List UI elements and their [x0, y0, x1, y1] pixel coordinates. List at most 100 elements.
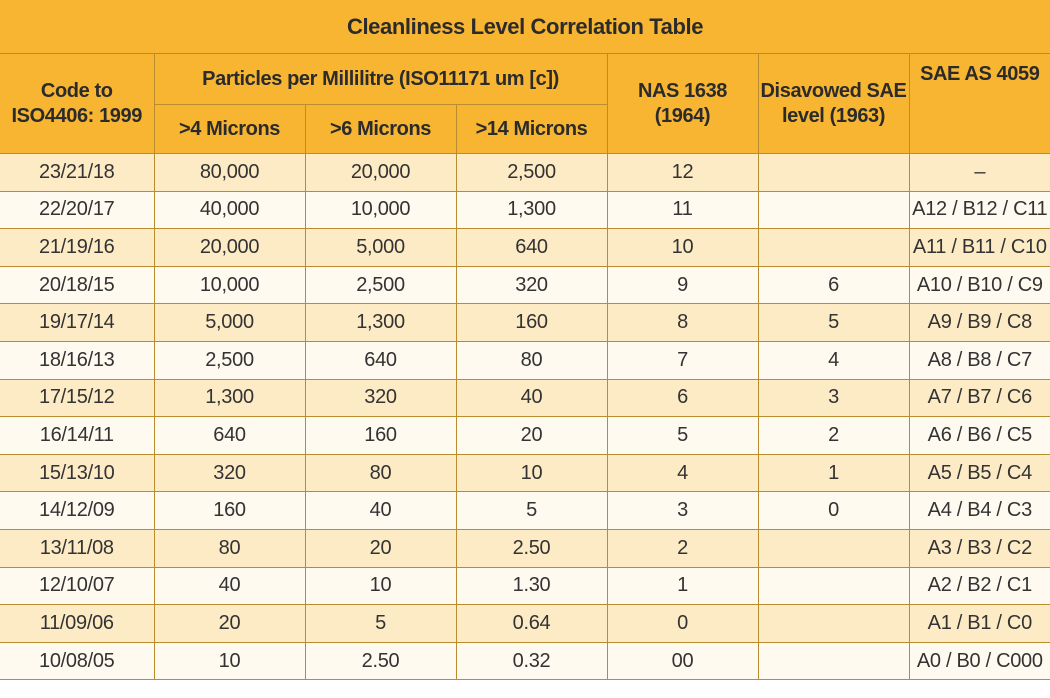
header-disavowed-sae: Disavowed SAE level (1963)	[757, 53, 910, 154]
microns-14-cell: 0.64	[455, 604, 608, 643]
table-row: 23/21/18 80,000 20,000 2,500 12 –	[0, 153, 1050, 192]
table-row: 16/14/11 640 160 20 5 2 A6 / B6 / C5	[0, 416, 1050, 455]
disavowed-sae-cell: 5	[757, 303, 910, 342]
disavowed-sae-cell: 2	[757, 416, 910, 455]
sae-as-4059-cell: A12 / B12 / C11	[908, 190, 1050, 230]
nas-1638-cell: 3	[606, 491, 759, 530]
iso-code-cell: 19/17/14	[0, 303, 155, 342]
microns-4-cell: 80,000	[153, 153, 306, 192]
microns-4-cell: 320	[153, 453, 306, 493]
microns-6-cell: 80	[304, 453, 457, 493]
nas-1638-cell: 9	[606, 265, 759, 305]
header-row-1: Code to ISO4406: 1999 Particles per Mill…	[0, 53, 1050, 154]
iso-code-cell: 12/10/07	[0, 566, 155, 606]
iso-code-cell: 18/16/13	[0, 340, 155, 380]
disavowed-sae-cell: 4	[757, 340, 910, 380]
header-row-2: >4 Microns >6 Microns >14 Microns	[0, 104, 1050, 154]
iso-code-cell: 17/15/12	[0, 378, 155, 418]
sae-as-4059-cell: –	[908, 153, 1050, 192]
nas-1638-cell: 00	[606, 641, 759, 681]
header-6-microns: >6 Microns	[304, 104, 457, 154]
sae-as-4059-cell: A5 / B5 / C4	[908, 453, 1050, 493]
microns-6-cell: 160	[304, 416, 457, 455]
disavowed-sae-cell	[757, 190, 910, 230]
iso-code-cell: 21/19/16	[0, 228, 155, 267]
iso-code-cell: 13/11/08	[0, 528, 155, 568]
iso-code-cell: 23/21/18	[0, 153, 155, 192]
disavowed-sae-cell: 3	[757, 378, 910, 418]
sae-as-4059-cell: A8 / B8 / C7	[908, 340, 1050, 380]
table-row: 19/17/14 5,000 1,300 160 8 5 A9 / B9 / C8	[0, 303, 1050, 342]
iso-code-cell: 14/12/09	[0, 491, 155, 530]
disavowed-sae-cell	[757, 566, 910, 606]
nas-1638-cell: 10	[606, 228, 759, 267]
table-row: 12/10/07 40 10 1.30 1 A2 / B2 / C1	[0, 566, 1050, 606]
disavowed-sae-cell	[757, 153, 910, 192]
microns-14-cell: 320	[455, 265, 608, 305]
nas-1638-cell: 8	[606, 303, 759, 342]
microns-6-cell: 640	[304, 340, 457, 380]
table-row: 15/13/10 320 80 10 4 1 A5 / B5 / C4	[0, 453, 1050, 493]
microns-6-cell: 40	[304, 491, 457, 530]
table-row: 10/08/05 10 2.50 0.32 00 A0 / B0 / C000	[0, 641, 1050, 681]
nas-1638-cell: 2	[606, 528, 759, 568]
header-iso-code-line1: Code to	[40, 79, 113, 102]
sae-as-4059-cell: A11 / B11 / C10	[908, 228, 1050, 267]
table-header: Cleanliness Level Correlation Table Code…	[0, 0, 1050, 154]
iso-code-cell: 10/08/05	[0, 641, 155, 681]
microns-14-cell: 1.30	[455, 566, 608, 606]
microns-6-cell: 10	[304, 566, 457, 606]
microns-6-cell: 2.50	[304, 641, 457, 681]
table-row: 21/19/16 20,000 5,000 640 10 A11 / B11 / C10	[0, 228, 1050, 267]
iso-code-cell: 20/18/15	[0, 265, 155, 305]
header-particles-group: Particles per Millilitre (ISO11171 um [c…	[153, 53, 608, 105]
header-nas-line1: NAS 1638	[637, 79, 728, 102]
sae-as-4059-cell: A2 / B2 / C1	[908, 566, 1050, 606]
disavowed-sae-cell	[757, 641, 910, 681]
table-row: 11/09/06 20 5 0.64 0 A1 / B1 / C0	[0, 604, 1050, 643]
microns-14-cell: 10	[455, 453, 608, 493]
table-row: 14/12/09 160 40 5 3 0 A4 / B4 / C3	[0, 491, 1050, 530]
microns-4-cell: 80	[153, 528, 306, 568]
microns-6-cell: 10,000	[304, 190, 457, 230]
sae-as-4059-cell: A10 / B10 / C9	[908, 265, 1050, 305]
cleanliness-correlation-table: Cleanliness Level Correlation Table Code…	[0, 0, 1050, 681]
table-row: 22/20/17 40,000 10,000 1,300 11 A12 / B12 / C…	[0, 190, 1050, 230]
microns-14-cell: 0.32	[455, 641, 608, 681]
microns-4-cell: 40,000	[153, 190, 306, 230]
title-row: Cleanliness Level Correlation Table	[0, 0, 1050, 54]
microns-4-cell: 40	[153, 566, 306, 606]
microns-4-cell: 20,000	[153, 228, 306, 267]
sae-as-4059-cell: A0 / B0 / C000	[908, 641, 1050, 681]
sae-as-4059-cell: A7 / B7 / C6	[908, 378, 1050, 418]
microns-14-cell: 5	[455, 491, 608, 530]
table-row: 17/15/12 1,300 320 40 6 3 A7 / B7 / C6	[0, 378, 1050, 418]
table-body: 23/21/18 80,000 20,000 2,500 12–22/20/17 40,0…	[0, 153, 1050, 681]
microns-14-cell: 640	[455, 228, 608, 267]
microns-6-cell: 2,500	[304, 265, 457, 305]
microns-14-cell: 1,300	[455, 190, 608, 230]
iso-code-cell: 16/14/11	[0, 416, 155, 455]
table-row: 13/11/08 80 20 2.50 2 A3 / B3 / C2	[0, 528, 1050, 568]
disavowed-sae-cell	[757, 604, 910, 643]
nas-1638-cell: 0	[606, 604, 759, 643]
microns-6-cell: 5	[304, 604, 457, 643]
sae-as-4059-cell: A9 / B9 / C8	[908, 303, 1050, 342]
header-disavowed-sae-line2: level (1963)	[781, 104, 886, 127]
microns-14-cell: 20	[455, 416, 608, 455]
nas-1638-cell: 1	[606, 566, 759, 606]
microns-6-cell: 1,300	[304, 303, 457, 342]
header-nas: NAS 1638 (1964)	[606, 53, 759, 154]
microns-14-cell: 2,500	[455, 153, 608, 192]
microns-6-cell: 20	[304, 528, 457, 568]
microns-4-cell: 20	[153, 604, 306, 643]
microns-4-cell: 1,300	[153, 378, 306, 418]
disavowed-sae-cell	[757, 228, 910, 267]
microns-4-cell: 5,000	[153, 303, 306, 342]
nas-1638-cell: 7	[606, 340, 759, 380]
sae-as-4059-cell: A4 / B4 / C3	[908, 491, 1050, 530]
sae-as-4059-cell: A1 / B1 / C0	[908, 604, 1050, 643]
sae-as-4059-cell: A6 / B6 / C5	[908, 416, 1050, 455]
iso-code-cell: 11/09/06	[0, 604, 155, 643]
